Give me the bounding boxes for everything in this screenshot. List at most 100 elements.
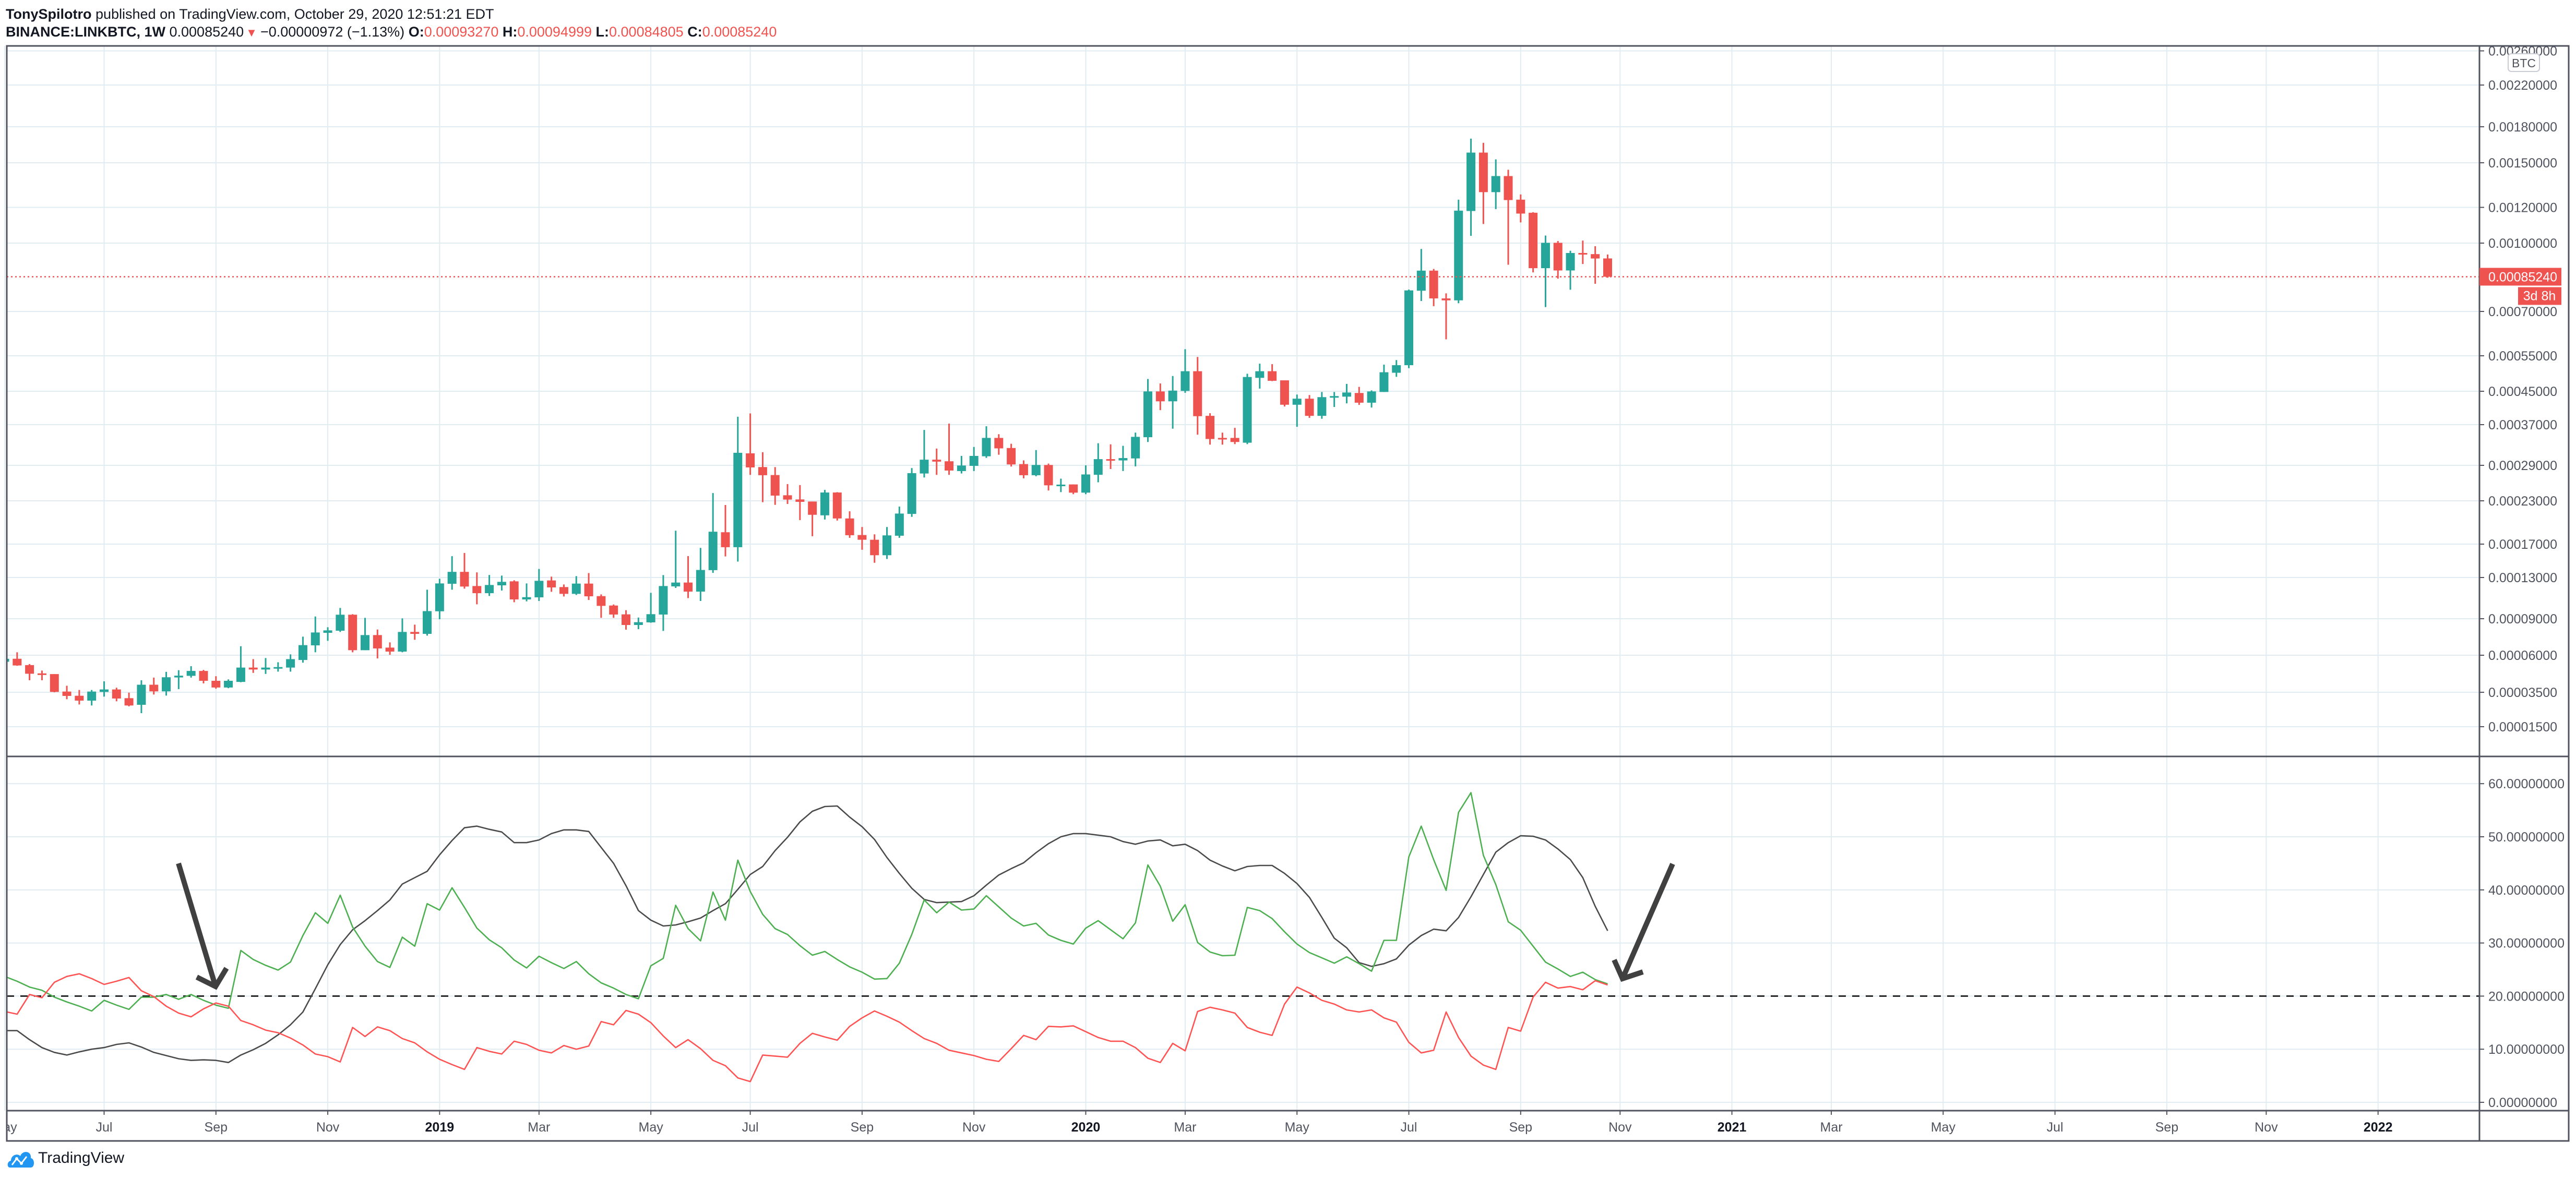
dmi-line-adx[interactable] [5, 805, 1608, 1063]
candle-up[interactable] [1143, 379, 1153, 442]
candle-down[interactable] [932, 448, 941, 475]
candle-up[interactable] [634, 617, 643, 630]
candle-up[interactable] [571, 576, 581, 595]
candle-down[interactable] [211, 676, 221, 689]
candle-down[interactable] [199, 670, 208, 683]
candle-down[interactable] [1206, 413, 1215, 445]
candle-up[interactable] [485, 575, 494, 596]
candle-down[interactable] [75, 690, 84, 705]
candle-down[interactable] [1230, 428, 1239, 444]
candle-up[interactable] [174, 670, 183, 689]
indicator-axis[interactable]: 60.00000000 50.00000000 40.00000000 30.0000… [2479, 777, 2565, 1110]
time-axis[interactable]: May Jul Sep Nov 2019 Mar May Jul Sep Nov 2020 Mar Ma… [0, 1111, 2393, 1135]
candle-down[interactable] [1429, 269, 1438, 306]
candle-down[interactable] [870, 534, 879, 563]
candle-up[interactable] [298, 636, 307, 663]
candle-up[interactable] [820, 490, 829, 520]
candle-down[interactable] [112, 688, 121, 702]
candle-down[interactable] [597, 594, 606, 618]
candle-up[interactable] [447, 556, 457, 590]
candle-up[interactable] [1342, 383, 1351, 404]
candle-up[interactable] [1056, 478, 1066, 492]
candle-up[interactable] [907, 468, 916, 517]
candle-down[interactable] [1280, 380, 1289, 407]
candle-down[interactable] [1193, 357, 1202, 435]
candle-down[interactable] [472, 572, 482, 605]
candle-up[interactable] [1081, 465, 1090, 495]
candle-down[interactable] [1019, 460, 1028, 478]
candle-down[interactable] [746, 413, 755, 475]
candle-up[interactable] [920, 430, 929, 478]
candle-down[interactable] [348, 614, 357, 653]
candle-up[interactable] [982, 426, 991, 458]
drawings[interactable] [176, 862, 1675, 990]
candle-up[interactable] [1466, 138, 1476, 236]
candle-down[interactable] [1354, 387, 1364, 405]
candle-down[interactable] [124, 692, 134, 706]
candle-down[interactable] [410, 624, 420, 640]
candle-up[interactable] [435, 579, 444, 620]
candle-up[interactable] [224, 679, 233, 689]
candle-down[interactable] [994, 434, 1004, 455]
candle-down[interactable] [1007, 443, 1016, 467]
candle-up[interactable] [696, 548, 705, 601]
price-pane[interactable] [1, 138, 2480, 713]
candle-up[interactable] [1255, 364, 1265, 389]
candle-down[interactable] [1603, 254, 1612, 278]
candle-up[interactable] [1566, 250, 1575, 290]
candle-down[interactable] [25, 664, 34, 680]
candle-up[interactable] [1, 658, 9, 663]
candle-up[interactable] [957, 455, 966, 474]
candle-down[interactable] [509, 580, 519, 603]
candle-up[interactable] [1454, 199, 1463, 304]
candle-down[interactable] [622, 610, 630, 630]
candle-up[interactable] [137, 680, 146, 713]
candle-up[interactable] [522, 583, 531, 601]
candle-up[interactable] [671, 531, 681, 588]
candle-down[interactable] [845, 511, 854, 538]
candle-down[interactable] [783, 484, 792, 504]
candle-down[interactable] [1591, 246, 1600, 284]
candle-down[interactable] [460, 553, 469, 589]
candle-up[interactable] [1292, 394, 1302, 427]
candle-up[interactable] [1416, 249, 1426, 301]
candle-up[interactable] [646, 593, 655, 623]
candle-up[interactable] [1093, 443, 1103, 483]
candle-down[interactable] [149, 677, 159, 695]
candle-up[interactable] [261, 658, 270, 674]
candle-up[interactable] [99, 681, 109, 697]
candle-up[interactable] [398, 618, 407, 653]
candle-up[interactable] [895, 507, 904, 538]
candle-down[interactable] [609, 604, 618, 618]
candle-down[interactable] [1529, 212, 1538, 273]
candle-up[interactable] [1317, 392, 1327, 419]
candle-down[interactable] [248, 659, 258, 673]
candle-up[interactable] [1392, 360, 1401, 377]
candle-up[interactable] [1404, 290, 1414, 368]
candle-up[interactable] [87, 690, 97, 706]
dmi-pane[interactable] [5, 792, 2479, 1082]
candle-up[interactable] [1541, 235, 1550, 307]
tradingview-logo[interactable]: TradingView [7, 1148, 124, 1169]
candle-down[interactable] [1504, 170, 1513, 265]
candle-down[interactable] [795, 485, 805, 520]
candle-up[interactable] [273, 662, 283, 672]
candle-down[interactable] [945, 423, 954, 475]
candle-down[interactable] [584, 573, 593, 600]
candle-down[interactable] [547, 576, 556, 592]
candle-down[interactable] [758, 452, 767, 502]
candle-down[interactable] [1305, 395, 1314, 418]
candle-up[interactable] [882, 527, 892, 559]
candle-up[interactable] [708, 493, 718, 573]
arrow-drawing-2[interactable] [1612, 863, 1675, 982]
candle-up[interactable] [1131, 432, 1140, 467]
candle-down[interactable] [832, 492, 842, 521]
candle-up[interactable] [1118, 446, 1128, 471]
candle-down[interactable] [1553, 240, 1563, 279]
price-axis[interactable]: 0.002600000.002200000.001800000.00150000… [2479, 44, 2561, 735]
candle-down[interactable] [373, 629, 382, 659]
candle-up[interactable] [733, 416, 743, 562]
candle-down[interactable] [857, 527, 867, 550]
candle-up[interactable] [969, 447, 979, 471]
